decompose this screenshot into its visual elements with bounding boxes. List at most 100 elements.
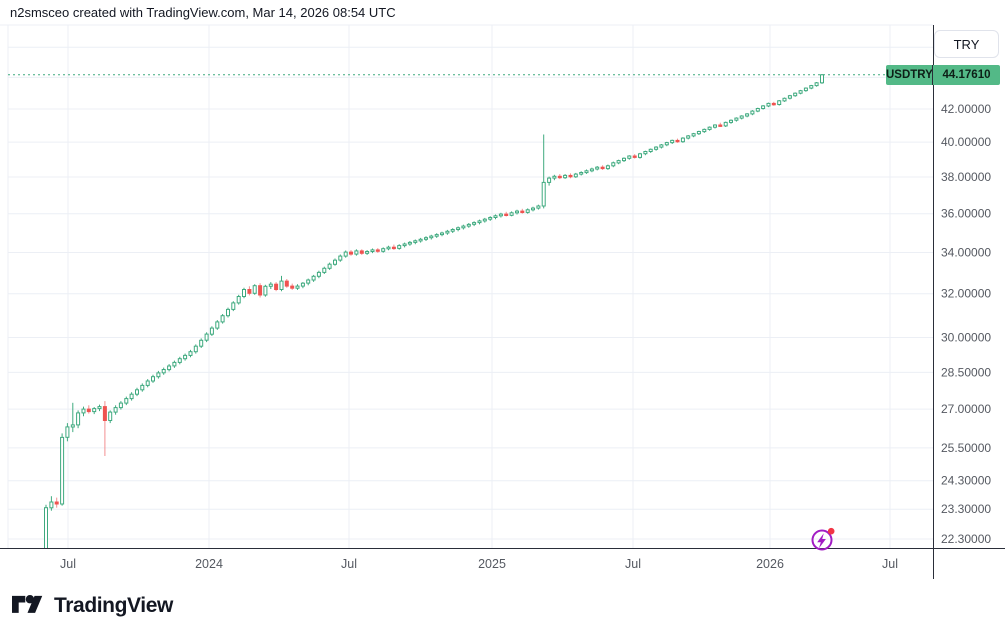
currency-try-button[interactable]: TRY <box>934 30 999 58</box>
candle-down <box>102 406 107 422</box>
candle-up <box>536 205 541 209</box>
candle-up <box>648 148 653 153</box>
candle-up <box>579 172 584 175</box>
candle-up <box>456 227 461 231</box>
price-axis-label: 36.00000 <box>941 207 991 221</box>
time-axis-label: 2026 <box>756 557 784 571</box>
candle-up <box>60 436 65 505</box>
candle-up <box>616 160 621 164</box>
time-axis-label: Jul <box>60 557 76 571</box>
candle-up <box>820 74 824 84</box>
candle-up <box>761 105 766 110</box>
candle-up <box>466 223 471 227</box>
candle-down <box>284 280 289 287</box>
candle-up <box>418 238 423 242</box>
candle-up <box>354 250 359 255</box>
candle-up <box>381 248 386 252</box>
candle-up <box>563 174 568 179</box>
price-axis-label: 25.50000 <box>941 441 991 455</box>
time-axis[interactable]: Jul 2024 Jul 2025 Jul 2026 Jul <box>60 557 898 571</box>
candle-up <box>156 372 161 378</box>
candle-up <box>140 384 145 391</box>
candle-up <box>664 142 669 146</box>
candle-up <box>472 222 477 225</box>
candle-up <box>397 245 402 249</box>
candle-up <box>814 82 819 87</box>
candle-up <box>509 212 514 216</box>
boost-circle <box>811 529 833 551</box>
candle-down <box>568 174 573 178</box>
candle-up <box>226 308 230 317</box>
candle-up <box>445 230 450 234</box>
candle-up <box>552 175 557 179</box>
candle-up <box>402 243 407 247</box>
lightning-bolt-icon <box>817 533 826 549</box>
candle-up <box>92 408 97 413</box>
price-axis-label: 24.30000 <box>941 474 991 488</box>
candle-up <box>707 126 712 130</box>
candle-up <box>76 412 81 426</box>
candle-up <box>413 240 418 243</box>
candle-up <box>798 90 803 94</box>
price-axis-label: 23.30000 <box>941 502 991 516</box>
boost-lightning-icon[interactable] <box>808 524 838 554</box>
candle-down <box>600 166 605 170</box>
candle-up <box>135 389 139 395</box>
candle-up <box>461 225 466 229</box>
candle-down <box>771 102 776 106</box>
candle-up <box>766 102 771 107</box>
candle-up <box>595 166 600 170</box>
candle-up <box>782 97 787 102</box>
candle-down <box>504 213 509 217</box>
axis-divider <box>932 65 933 85</box>
candle-down <box>375 249 380 252</box>
last-price-value: 44.17610 <box>942 69 991 81</box>
notification-dot <box>827 527 835 535</box>
candle-up <box>113 407 118 413</box>
candle-down <box>632 155 637 158</box>
candle-down <box>675 139 680 143</box>
candle-up <box>97 406 102 410</box>
candle-up <box>488 217 493 220</box>
candlestick-series <box>44 74 824 548</box>
price-axis-label: 27.00000 <box>941 402 991 416</box>
currency-try-label: TRY <box>953 36 980 52</box>
candle-up <box>65 426 70 438</box>
candle-up <box>327 263 332 269</box>
candle-up <box>809 85 814 89</box>
time-axis-label: 2024 <box>195 557 223 571</box>
tradingview-logo-text: TradingView <box>54 594 173 617</box>
candle-up <box>434 234 439 237</box>
candle-up <box>183 354 188 360</box>
candle-up <box>151 376 155 382</box>
candle-up <box>793 92 798 97</box>
candle-up <box>755 108 760 112</box>
candle-up <box>236 296 241 304</box>
candle-up <box>300 282 305 287</box>
candle-up <box>242 289 246 297</box>
price-axis-label: 32.00000 <box>941 287 991 301</box>
candle-up <box>124 398 129 404</box>
candle-up <box>611 162 616 167</box>
candle-up <box>295 285 300 289</box>
candle-up <box>531 207 535 211</box>
candle-up <box>311 275 316 281</box>
candle-up <box>316 271 321 277</box>
candle-up <box>199 339 204 347</box>
candle-up <box>547 177 552 183</box>
candle-up <box>627 155 632 159</box>
candle-up <box>723 121 728 127</box>
price-axis[interactable]: 42.00000 40.00000 38.00000 36.00000 34.00000… <box>941 102 991 546</box>
candle-up <box>622 157 626 162</box>
candle-down <box>290 285 295 289</box>
price-axis-label: 38.00000 <box>941 170 991 184</box>
candle-up <box>573 173 578 178</box>
tradingview-logo[interactable]: TradingView <box>12 593 173 619</box>
price-axis-label: 28.50000 <box>941 365 991 379</box>
candle-up <box>252 285 257 294</box>
candle-up <box>493 215 498 219</box>
candle-down <box>86 408 91 413</box>
candle-up <box>777 100 782 106</box>
